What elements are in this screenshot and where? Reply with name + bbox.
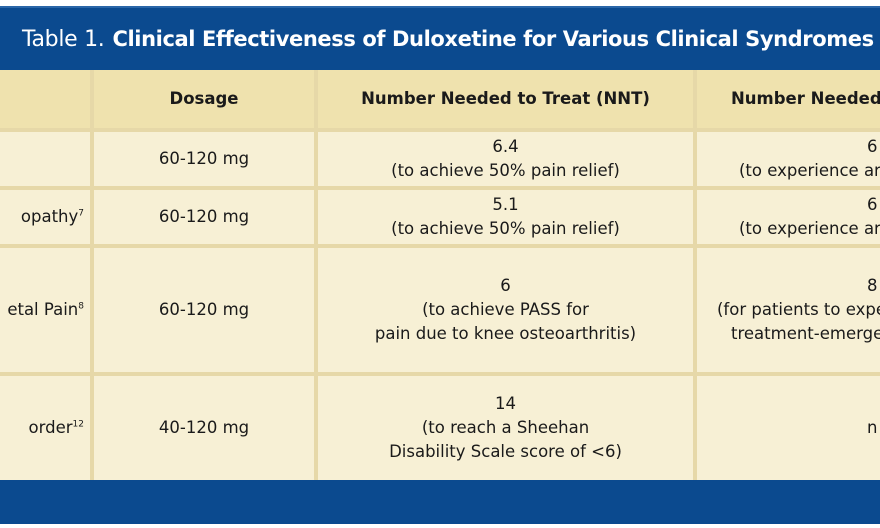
row-nnh: 6 (to experience ar	[697, 190, 880, 244]
table-row: 60-120 mg 6.4 (to achieve 50% pain relie…	[0, 132, 880, 186]
row-nnh: 8 (for patients to expe treatment-emerge	[697, 248, 880, 372]
table-caption: Clinical Effectiveness of Duloxetine for…	[112, 27, 874, 51]
row-syndrome: etal Pain8	[0, 248, 90, 372]
data-table: Dosage Number Needed to Treat (NNT) Numb…	[0, 70, 880, 480]
table-header-row: Dosage Number Needed to Treat (NNT) Numb…	[0, 70, 880, 128]
row-syndrome: order12	[0, 376, 90, 480]
header-syndrome	[0, 70, 90, 128]
header-nnh: Number Needed	[697, 70, 880, 128]
table-row: etal Pain8 60-120 mg 6 (to achieve PASS …	[0, 248, 880, 372]
row-dosage: 60-120 mg	[94, 132, 314, 186]
table-row: order12 40-120 mg 14 (to reach a Sheehan…	[0, 376, 880, 480]
table-label: Table 1.	[22, 26, 105, 52]
row-nnh: 6 (to experience ar	[697, 132, 880, 186]
row-nnt: 6.4 (to achieve 50% pain relief)	[318, 132, 693, 186]
row-nnt: 14 (to reach a Sheehan Disability Scale …	[318, 376, 693, 480]
table-title-bar: Table 1. Clinical Effectiveness of Dulox…	[0, 6, 880, 70]
row-dosage: 60-120 mg	[94, 190, 314, 244]
row-syndrome: opathy7	[0, 190, 90, 244]
header-dosage: Dosage	[94, 70, 314, 128]
row-nnh: n	[697, 376, 880, 480]
table-row: opathy7 60-120 mg 5.1 (to achieve 50% pa…	[0, 190, 880, 244]
row-dosage: 40-120 mg	[94, 376, 314, 480]
row-nnt: 5.1 (to achieve 50% pain relief)	[318, 190, 693, 244]
row-nnt: 6 (to achieve PASS for pain due to knee …	[318, 248, 693, 372]
row-dosage: 60-120 mg	[94, 248, 314, 372]
row-syndrome	[0, 132, 90, 186]
table-footer-bar	[0, 480, 880, 524]
header-nnt: Number Needed to Treat (NNT)	[318, 70, 693, 128]
